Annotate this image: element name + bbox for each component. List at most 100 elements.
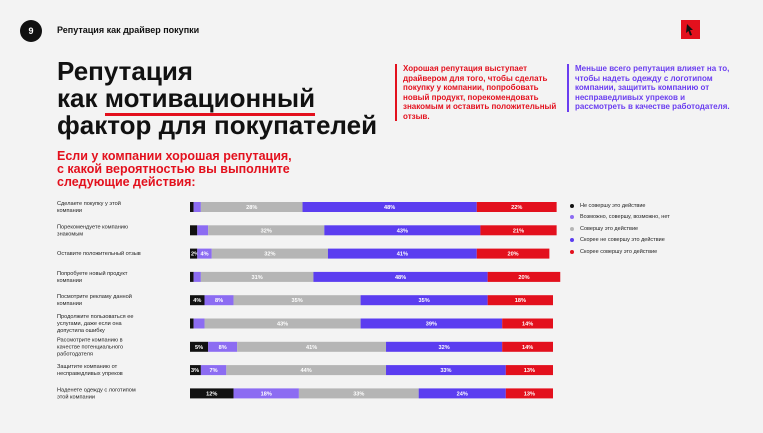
bar-segment	[237, 341, 387, 352]
data-label: 3%	[191, 368, 199, 374]
data-label: 8%	[215, 298, 223, 304]
legend-label: Скорее не совершу это действие	[580, 237, 665, 244]
bar-segment	[476, 202, 557, 212]
data-label: 18%	[515, 298, 526, 304]
bar-segment	[197, 225, 209, 236]
data-label: 5%	[195, 345, 203, 351]
category-label: Продолжите пользоваться ее услугами, даже…	[57, 314, 133, 334]
main-title-line1: Репутация	[57, 56, 193, 86]
bar-segment	[190, 248, 198, 259]
bar-segment	[360, 318, 503, 329]
legend-item: Скорее не совершу это действие	[570, 235, 670, 247]
category-label: Посмотрите рекламу данной компании	[57, 293, 132, 307]
bar-segment	[193, 318, 205, 329]
page-number-badge: 9	[20, 20, 42, 42]
legend-dot-icon	[570, 215, 574, 220]
data-label: 28%	[246, 205, 257, 211]
data-label: 33%	[353, 391, 364, 397]
legend-item: Скорее совершу это действие	[570, 246, 670, 258]
data-label: 44%	[301, 368, 312, 374]
main-title-underlined-word: мотивационный	[104, 83, 316, 116]
legend-dot-icon	[570, 226, 574, 231]
bar-segment	[502, 318, 553, 329]
category-label: Сделаете покупку у этой компании	[57, 200, 121, 214]
bar-segment	[502, 341, 553, 352]
data-label: 18%	[261, 391, 272, 397]
category-label: Оставите положительный отзыв	[57, 250, 141, 257]
bar-segment	[200, 202, 303, 212]
data-label: 41%	[306, 345, 317, 351]
bar-segment	[313, 271, 488, 282]
bar-segment	[200, 365, 227, 376]
bar-segment	[233, 295, 361, 306]
data-label: 32%	[264, 252, 275, 258]
category-label: Защитите компанию от несправедливых упрек…	[57, 364, 123, 377]
bar-segment	[208, 341, 238, 352]
data-label: 8%	[219, 345, 227, 351]
data-label: 4%	[200, 252, 208, 258]
logo	[681, 20, 732, 39]
bar-segment	[480, 225, 557, 236]
data-label: 43%	[277, 322, 288, 328]
bar-segment	[211, 248, 328, 259]
bar-segment	[418, 388, 506, 399]
data-label: 24%	[457, 391, 468, 397]
bar-segment	[190, 365, 201, 376]
bar-segment	[190, 318, 194, 329]
bar-segment	[298, 388, 419, 399]
main-title-line2: как мотивационный	[57, 83, 377, 116]
bar-segment	[505, 388, 553, 399]
data-label: 33%	[440, 368, 451, 374]
legend-item: Совершу это действие	[570, 223, 670, 235]
data-label: 32%	[261, 228, 272, 234]
data-label: 13%	[524, 368, 535, 374]
bar-segment	[386, 365, 506, 376]
data-label: 32%	[438, 345, 449, 351]
category-label: Попробуете новый продукт компании	[57, 270, 128, 284]
bar-segment	[226, 365, 387, 376]
callout-purple: Меньше всего репутация влияет на то, что…	[567, 64, 735, 112]
data-label: 31%	[252, 275, 263, 281]
legend-label: Совершу это действие	[580, 225, 639, 232]
data-label: 2%	[191, 252, 199, 258]
data-label: 22%	[511, 205, 522, 211]
data-label: 41%	[397, 252, 408, 258]
bar-segment	[233, 388, 299, 399]
legend-label: Не совершу это действие	[580, 202, 646, 209]
main-title-line3: фактор для покупателей	[57, 110, 378, 140]
bar-segment	[190, 388, 234, 399]
bar-segment	[302, 202, 477, 212]
bar-segment	[505, 365, 553, 376]
bar-segment	[386, 341, 503, 352]
legend-dot-icon	[570, 249, 574, 254]
data-label: 12%	[206, 391, 217, 397]
legend-item: Возможно, совершу, возможно, нет	[570, 212, 670, 224]
bar-segment	[324, 225, 481, 236]
data-label: 20%	[507, 252, 518, 258]
bar-segment	[360, 295, 488, 306]
data-label: 39%	[426, 322, 437, 328]
bar-segment	[190, 341, 209, 352]
bar-segment	[487, 295, 553, 306]
bar-segment	[204, 318, 361, 329]
logo-mark-icon	[681, 20, 700, 39]
bar-segment	[193, 202, 201, 212]
chart-legend: Не совершу это действие Возможно, совершу…	[570, 200, 670, 258]
legend-item: Не совершу это действие	[570, 200, 670, 212]
bar-segment	[193, 271, 201, 282]
data-label: 48%	[384, 205, 395, 211]
data-label: 4%	[193, 298, 201, 304]
category-label: Рассмотрите компанию в качестве потенциал…	[57, 337, 123, 357]
survey-question: Если у компании хорошая репутация, с как…	[57, 149, 292, 189]
category-label: Порекомендуете компанию знакомым	[57, 224, 128, 237]
data-label: 43%	[397, 228, 408, 234]
bar-segment	[200, 271, 314, 282]
category-label: Наденете одежду с логотипом этой компании	[57, 387, 136, 400]
data-label: 35%	[291, 298, 302, 304]
header-title: Репутация как драйвер покупки	[57, 25, 200, 35]
data-label: 20%	[518, 275, 529, 281]
bar-segment	[197, 248, 212, 259]
data-label: 7%	[210, 368, 218, 374]
data-label: 13%	[524, 391, 535, 397]
